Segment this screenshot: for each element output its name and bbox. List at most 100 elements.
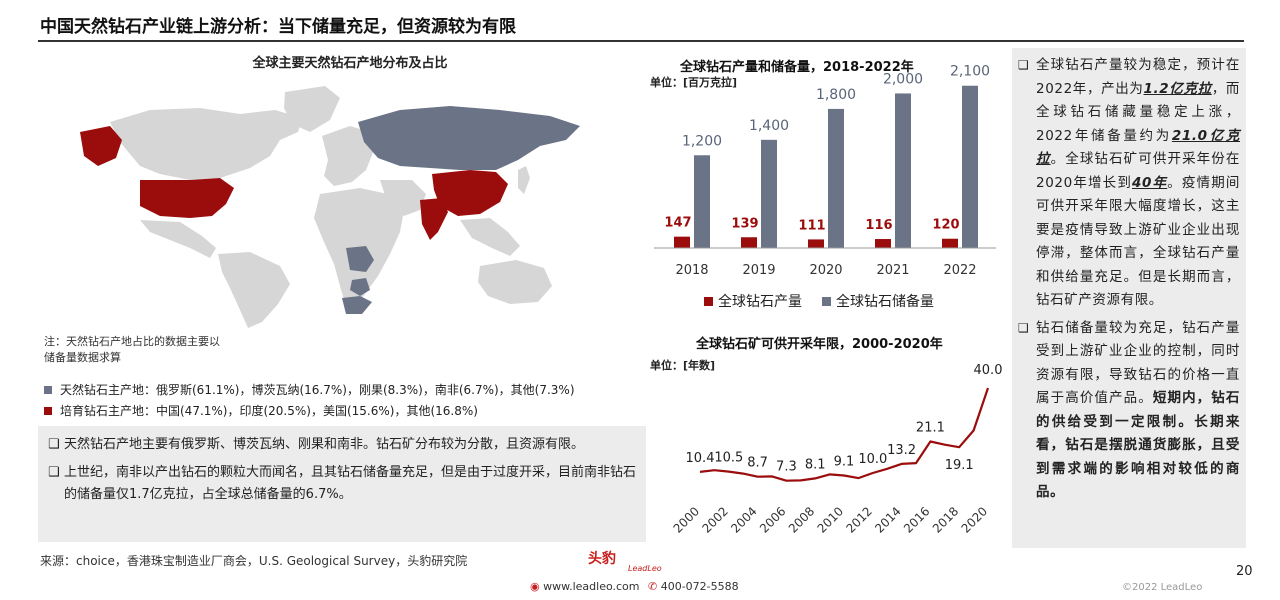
x-tick-label: 2012 [843, 504, 874, 535]
data-label: 10.4 [686, 451, 715, 466]
bar-production [875, 239, 891, 248]
legend-label-production: 全球钻石产量 [718, 293, 802, 310]
data-label: 40.0 [974, 363, 1003, 378]
note-item: ❑ 天然钻石产地主要有俄罗斯、博茨瓦纳、刚果和南非。钻石矿分布较为分散，且资源有限… [48, 434, 636, 456]
source-text: 来源：choice，香港珠宝制造业厂商会，U.S. Geological Sur… [40, 554, 468, 568]
line-chart-unit: 单位：[年数] [650, 359, 716, 372]
x-tick-label: 2020 [959, 504, 990, 535]
legend-label-natural: 天然钻石主产地：俄罗斯(61.1%)，博茨瓦纳(16.7%)，刚果(8.3%)，… [60, 383, 575, 397]
note-item: ❑ 上世纪，南非以产出钻石的颗粒大而闻名，且其钻石储备量充足，但是由于过度开采，目… [48, 462, 636, 506]
p1-text-4: 。疫情期间可供开采年限大幅度增长，这主要是疫情导致上游矿业企业出现停滞，整体而言… [1036, 174, 1241, 309]
p2-bold-text: 短期内，钻石的供给受到一定限制。长期来看，钻石是摆脱通货膨胀，且受到需求端的影响… [1036, 390, 1240, 500]
data-label-production: 139 [731, 216, 758, 231]
bar-chart: 147 1,200 2018 139 1,400 2019 111 1,800 2020 116 2… [654, 64, 996, 310]
p1-highlight-production: 1.2亿克拉 [1143, 80, 1212, 97]
data-label: 13.2 [887, 443, 916, 458]
p1-text-1: 全球钻石产量较为稳定，预计在2022年，产出为 [1036, 57, 1240, 97]
p1-highlight-reserves: 21.0亿克拉 [1036, 127, 1240, 168]
line-chart-title: 全球钻石矿可供开采年限，2000-2020年 [696, 337, 943, 352]
right-panel: ❑ 全球钻石产量较为稳定，预计在2022年，产出为1.2亿克拉，而全球钻石储藏量稳… [1012, 48, 1246, 548]
title-divider [38, 40, 1244, 42]
legend-label-reserves: 全球钻石储备量 [836, 293, 934, 310]
x-tick-label: 2000 [671, 504, 702, 535]
x-tick-label: 2006 [757, 504, 788, 535]
legend-cultivated: 培育钻石主产地：中国(47.1%)，印度(20.5%)，美国(15.6%)，其他… [44, 402, 478, 419]
bar-reserves [694, 155, 710, 248]
bar-reserves [828, 108, 844, 248]
p2-text-1: 钻石储备量较为充足，钻石产量受到上游矿业企业的控制，同时资源有限，导致钻石的价格… [1036, 319, 1240, 407]
data-label: 10.5 [714, 451, 743, 466]
data-label-production: 147 [664, 216, 691, 231]
map-south-africa [342, 296, 372, 314]
data-label: 7.3 [776, 460, 797, 475]
bar-production [808, 239, 824, 248]
x-tick-label: 2020 [809, 263, 842, 278]
map-land-europe [322, 126, 374, 186]
page-title: 中国天然钻石产业链上游分析：当下储量充足，但资源较为有限 [40, 17, 516, 37]
website-link[interactable]: www.leadleo.com [543, 580, 640, 593]
data-label: 19.1 [945, 458, 974, 473]
map-land-south-america [218, 252, 290, 328]
legend-swatch-natural [44, 385, 52, 394]
data-label: 21.1 [916, 421, 945, 436]
map-botswana [350, 278, 370, 296]
phone-icon: ✆ [648, 580, 661, 593]
legend-natural: 天然钻石主产地：俄罗斯(61.1%)，博茨瓦纳(16.7%)，刚果(8.3%)，… [44, 381, 575, 398]
note-text: 上世纪，南非以产出钻石的颗粒大而闻名，且其钻石储备量充足，但是由于过度开采，目前… [64, 465, 637, 502]
right-paragraph-2: ❑ 钻石储备量较为充足，钻石产量受到上游矿业企业的控制，同时资源有限，导致钻石的价… [1018, 317, 1240, 505]
p1-highlight-years: 40年 [1132, 174, 1168, 191]
x-tick-label: 2014 [872, 504, 903, 535]
map-russia [358, 106, 580, 170]
data-label-reserves: 2,000 [883, 71, 923, 87]
series-line [699, 387, 990, 482]
brand-logo-sub: LeadLeo [628, 564, 662, 573]
data-label: 9.1 [834, 455, 855, 470]
bar-reserves [962, 85, 978, 249]
note-bullet: ❑ [48, 437, 60, 452]
map-land-mexico [140, 220, 216, 258]
x-tick-label: 2022 [943, 263, 976, 278]
map-india [420, 198, 448, 240]
data-label: 8.1 [805, 457, 826, 472]
x-tick-label: 2018 [930, 504, 961, 535]
x-tick-label: 2002 [699, 504, 730, 535]
world-map [80, 86, 580, 328]
map-congo [346, 246, 374, 272]
data-label-production: 116 [865, 218, 892, 233]
bar-reserves [761, 139, 777, 248]
paragraph-bullet: ❑ [1018, 58, 1030, 72]
data-label: 8.7 [747, 456, 768, 471]
x-tick-label: 2021 [876, 263, 909, 278]
phone-number: 400-072-5588 [660, 580, 739, 593]
x-tick-label: 2016 [901, 504, 932, 535]
note-bullet: ❑ [48, 465, 60, 480]
line-chart: 10.4 10.5 8.7 7.3 8.1 9.1 10.013.221.1 19.1 40.0… [671, 363, 1003, 536]
map-title: 全球主要天然钻石产地分布及占比 [252, 56, 448, 71]
paragraph-bullet: ❑ [1018, 320, 1030, 335]
note-text: 天然钻石产地主要有俄罗斯、博茨瓦纳、刚果和南非。钻石矿分布较为分散，且资源有限。 [64, 437, 585, 452]
bar-production [741, 237, 757, 248]
bar-production [674, 236, 690, 248]
map-usa [140, 178, 234, 218]
map-land-middle-east [380, 180, 426, 216]
p1-text-2: ，而全球钻石储藏量稳定上涨，2022年储备量约为 [1036, 80, 1240, 144]
map-land-se-asia [460, 218, 520, 256]
map-land-canada [110, 108, 302, 180]
data-label-reserves: 1,200 [682, 133, 722, 149]
data-label-reserves: 2,100 [950, 64, 990, 80]
x-tick-label: 2019 [742, 263, 775, 278]
p1-text-3: 。全球钻石矿可供开采年份在2020年增长到 [1036, 151, 1240, 191]
legend-swatch-production [704, 297, 713, 306]
data-label-reserves: 1,800 [816, 87, 856, 103]
map-land-australia [478, 260, 552, 304]
notes-box: ❑ 天然钻石产地主要有俄罗斯、博茨瓦纳、刚果和南非。钻石矿分布较为分散，且资源有限… [38, 426, 646, 542]
brand-logo: 头豹 [588, 551, 616, 567]
legend-swatch-cultivated [44, 406, 52, 415]
map-land-greenland [284, 86, 340, 132]
footer-website[interactable]: ◉ www.leadleo.com [530, 580, 639, 593]
x-tick-label: 2004 [728, 504, 759, 535]
map-note: 注：天然钻石产地占比的数据主要以储备量数据求算 [44, 335, 220, 364]
copyright: ©2022 LeadLeo [1122, 582, 1203, 593]
bar-reserves [895, 93, 911, 248]
x-tick-label: 2010 [815, 504, 846, 535]
